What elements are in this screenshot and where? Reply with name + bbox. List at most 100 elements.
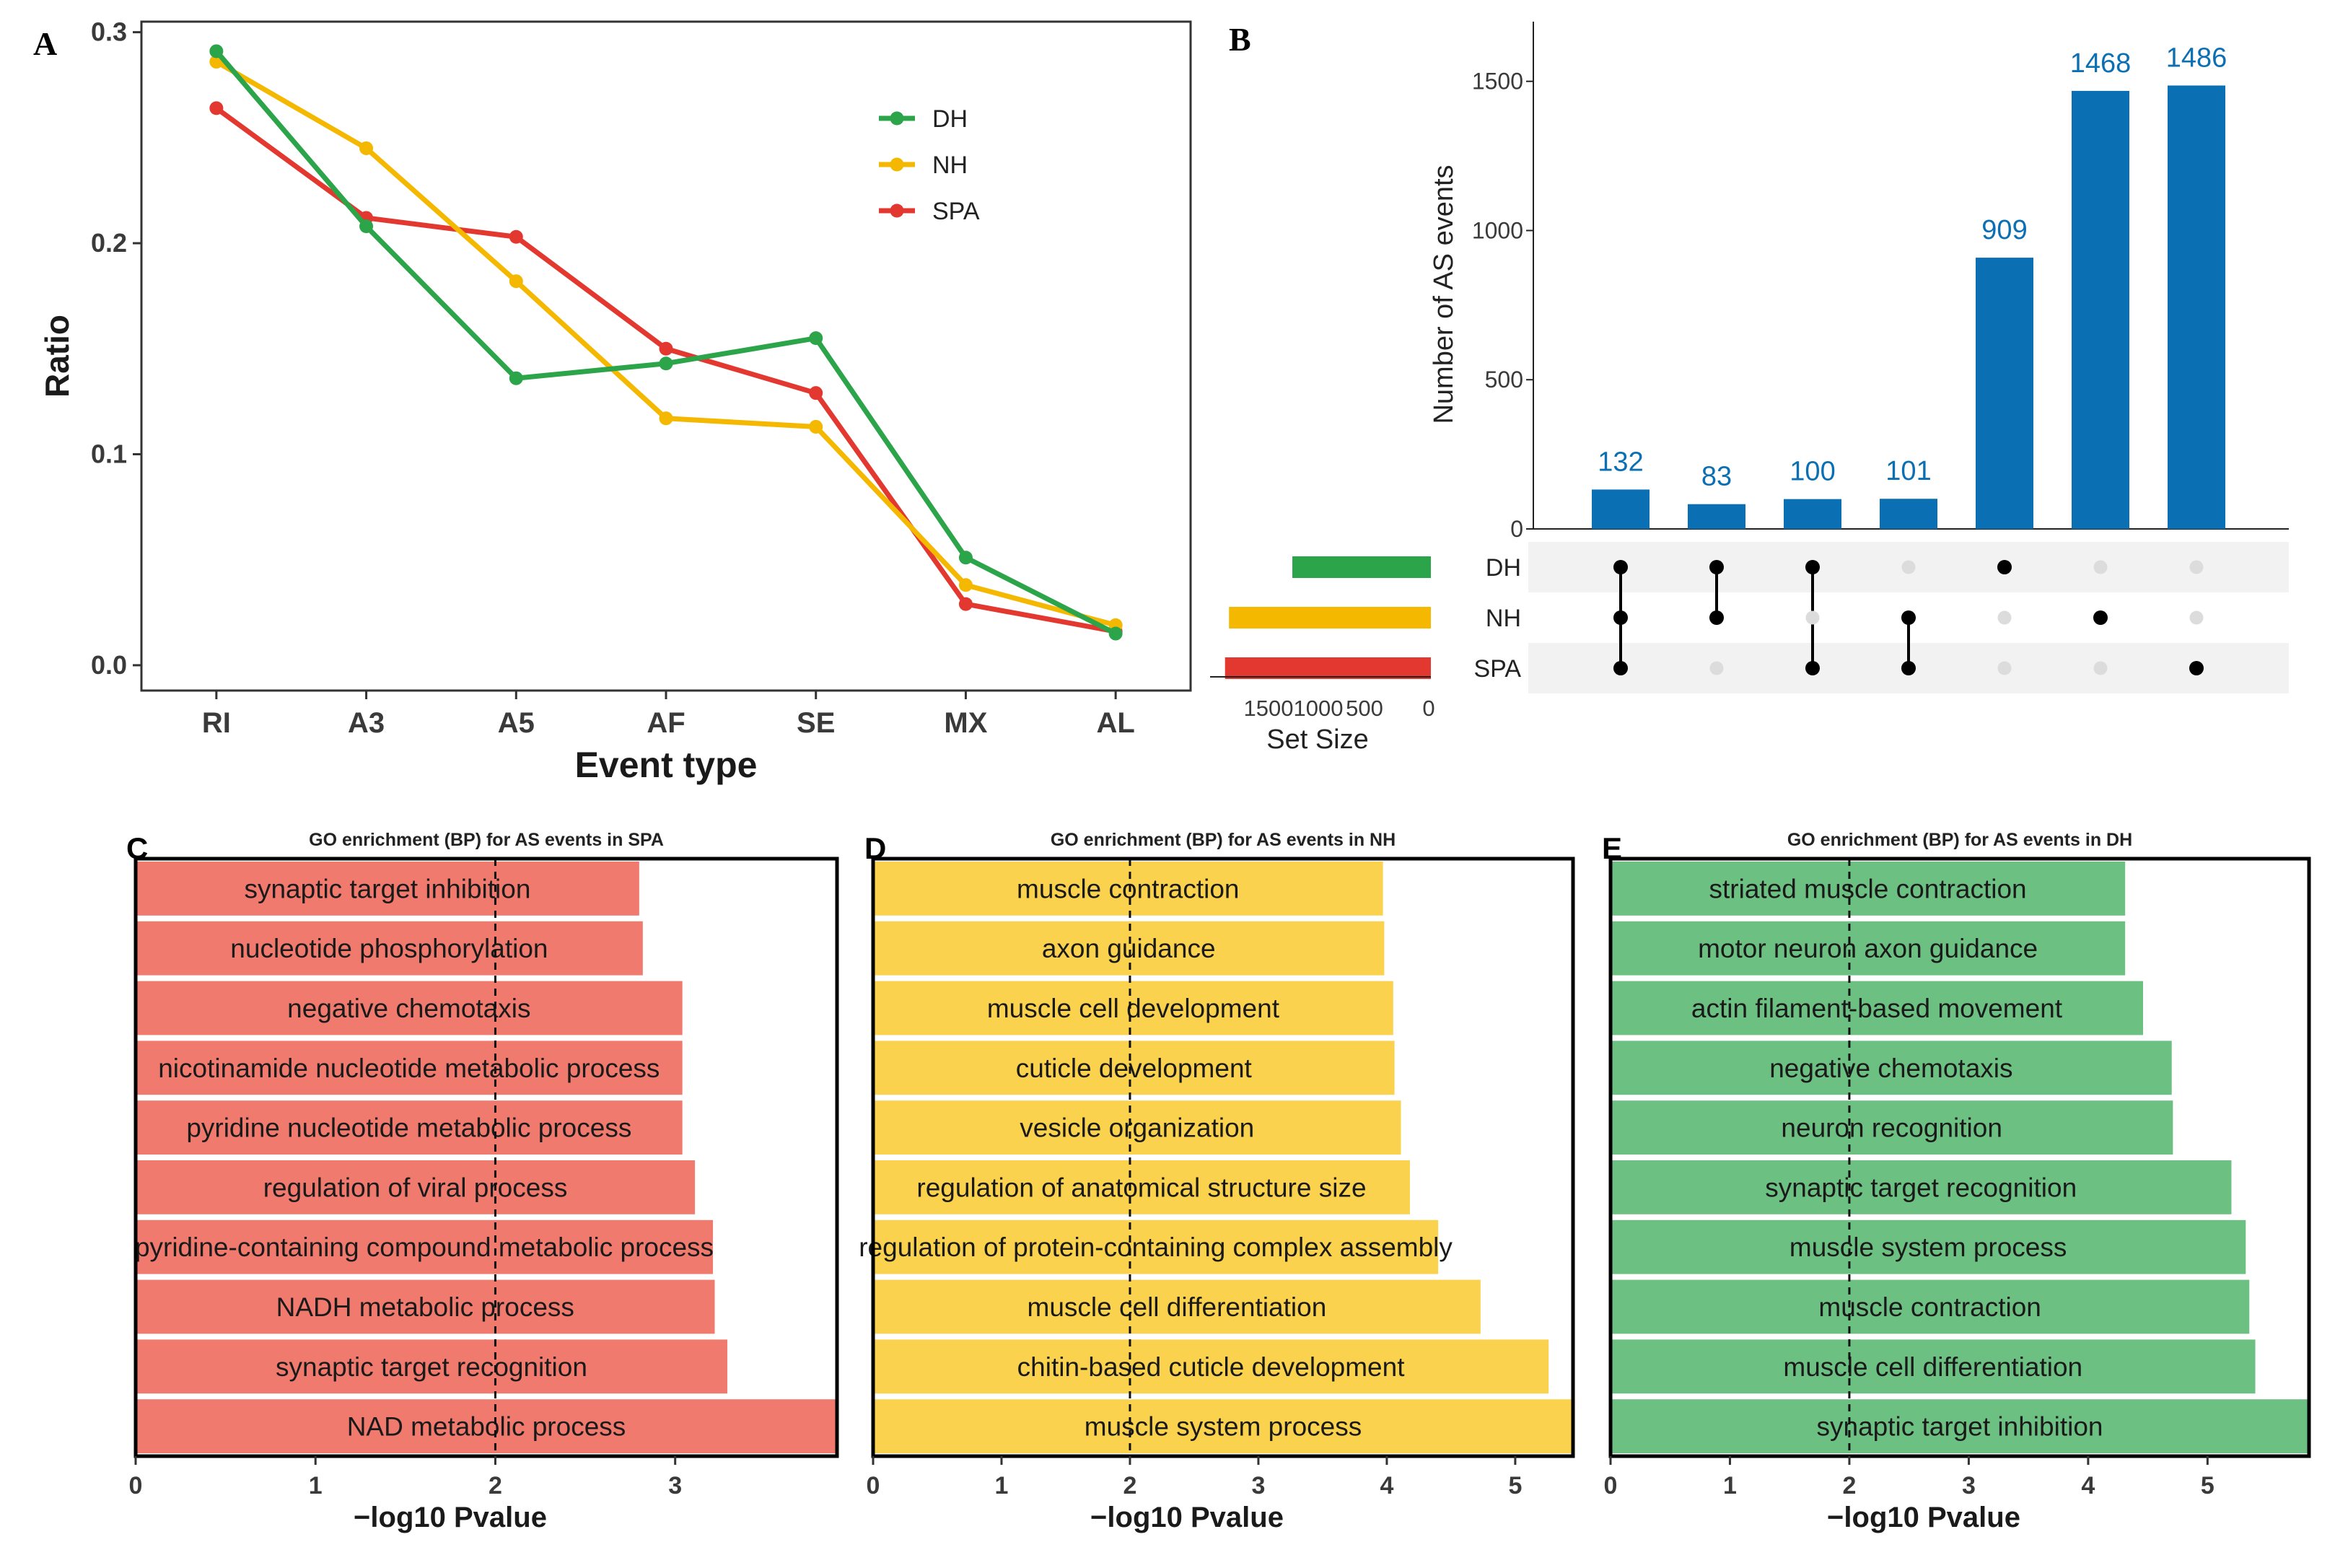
go-term-label: axon guidance	[1042, 934, 1216, 963]
go-term-bar	[873, 1279, 1481, 1334]
go-term-label: muscle system process	[1789, 1232, 2067, 1262]
x-axis-title: −log10 Pvalue	[1090, 1502, 1284, 1533]
x-tick-label: 2	[489, 1472, 502, 1499]
intersection-value-label: 132	[1598, 447, 1643, 477]
go-spa-panel: GO enrichment (BP) for AS events in SPA s…	[129, 830, 839, 1533]
data-point-spa	[659, 341, 673, 356]
panel-title: GO enrichment (BP) for AS events in SPA	[309, 830, 664, 850]
x-tick-label: 3	[1962, 1472, 1976, 1499]
go-term-label: muscle contraction	[1017, 874, 1239, 903]
go-term-label: synaptic target recognition	[276, 1352, 587, 1382]
y-tick-label: 500	[1485, 367, 1523, 393]
data-point-nh	[359, 141, 374, 155]
legend-marker-nh	[890, 157, 904, 172]
go-term-bar	[136, 862, 639, 916]
matrix-dot-filled	[1613, 610, 1628, 625]
go-term-label: NAD metabolic process	[347, 1412, 626, 1442]
x-axis-title: −log10 Pvalue	[1827, 1502, 2020, 1533]
matrix-dot-filled	[1709, 610, 1724, 625]
x-tick-label: 0	[129, 1472, 143, 1499]
plot-frame	[133, 857, 839, 1458]
go-term-label: nicotinamide nucleotide metabolic proces…	[158, 1054, 660, 1083]
matrix-dot-empty	[2093, 560, 2108, 574]
matrix-dot-filled	[2189, 661, 2204, 675]
set-size-tick-label: 1000	[1294, 696, 1344, 721]
set-size-bar-nh	[1229, 607, 1431, 628]
line-chart-panel: 0.0 0.1 0.2 0.3 RI A3 A5 AF SE MX AL Event type Rati…	[38, 17, 1192, 785]
plot-frame	[871, 857, 1575, 1458]
matrix-dot-empty	[1997, 610, 2012, 625]
panel-label-a: A	[33, 25, 57, 62]
x-tick-label: 1	[995, 1472, 1009, 1499]
x-tick-label: 1	[309, 1472, 323, 1499]
go-term-bar	[873, 1160, 1410, 1214]
go-term-bar	[873, 1100, 1401, 1155]
go-term-label: cuticle development	[1016, 1054, 1253, 1083]
matrix-dot-filled	[2093, 610, 2108, 625]
set-size-tick-label: 500	[1346, 696, 1383, 721]
intersection-bar	[1784, 499, 1841, 529]
matrix-dot-filled	[1805, 560, 1820, 574]
go-term-label: motor neuron axon guidance	[1698, 934, 2038, 963]
x-tick-label: AF	[647, 707, 685, 739]
data-point-nh	[809, 419, 823, 434]
intersection-bar	[1592, 489, 1650, 529]
intersection-value-label: 101	[1885, 456, 1931, 486]
set-size-bar-dh	[1292, 556, 1431, 578]
x-tick-label: 5	[2201, 1472, 2214, 1499]
legend-label: DH	[932, 105, 968, 133]
matrix-dot-filled	[1805, 661, 1820, 675]
set-name-label: NH	[1486, 605, 1521, 632]
panel-label-b: B	[1229, 21, 1251, 58]
x-tick-label: AL	[1096, 707, 1134, 739]
x-tick-label: A3	[348, 707, 385, 739]
legend-label: SPA	[932, 198, 980, 225]
matrix-dot-empty	[1709, 661, 1724, 675]
data-point-spa	[958, 597, 973, 611]
go-term-bar	[136, 1399, 837, 1453]
go-term-bar	[1611, 921, 2126, 976]
y-tick-label: 0.3	[91, 17, 127, 47]
data-point-dh	[809, 331, 823, 346]
set-size-title: Set Size	[1266, 724, 1369, 755]
go-term-bar	[873, 862, 1383, 916]
x-tick-label: 4	[2081, 1472, 2095, 1499]
set-size-bar-spa	[1225, 657, 1431, 679]
go-term-label: striated muscle contraction	[1709, 874, 2027, 903]
go-term-label: chitin-based cuticle development	[1017, 1352, 1406, 1382]
panel-title: GO enrichment (BP) for AS events in DH	[1787, 830, 2132, 850]
x-tick-label: SE	[797, 707, 835, 739]
data-point-dh	[958, 551, 973, 565]
go-term-bar	[1611, 1399, 2309, 1453]
plot-frame	[1608, 857, 2311, 1458]
data-point-nh	[958, 578, 973, 592]
go-term-label: nucleotide phosphorylation	[230, 934, 548, 963]
x-tick-label: 3	[668, 1472, 682, 1499]
x-tick-label: RI	[202, 707, 231, 739]
matrix-dot-empty	[1997, 661, 2012, 675]
go-term-bar	[873, 1219, 1439, 1274]
go-term-bar	[1611, 1339, 2256, 1394]
matrix-dot-empty	[2093, 661, 2108, 675]
go-term-bar	[1611, 1279, 2250, 1334]
go-term-bar	[136, 981, 683, 1035]
data-point-spa	[209, 101, 224, 115]
data-point-dh	[659, 356, 673, 371]
go-term-bar	[873, 1399, 1573, 1453]
x-tick-label: 1	[1723, 1472, 1737, 1499]
x-tick-label: 4	[1380, 1472, 1393, 1499]
set-size-tick-label: 1500	[1244, 696, 1294, 721]
legend-marker-spa	[890, 203, 904, 218]
x-tick-label: A5	[498, 707, 535, 739]
y-tick-label: 1000	[1472, 217, 1523, 243]
go-term-bar	[136, 1219, 714, 1274]
y-tick-label: 0.2	[91, 228, 127, 258]
go-term-label: regulation of viral process	[263, 1173, 568, 1202]
x-tick-label: 3	[1251, 1472, 1265, 1499]
matrix-dot-empty	[1805, 610, 1820, 625]
go-term-label: regulation of protein-containing complex…	[859, 1232, 1453, 1262]
intersection-value-label: 909	[1981, 215, 2027, 245]
x-axis-title: −log10 Pvalue	[354, 1502, 547, 1533]
go-term-label: negative chemotaxis	[287, 994, 530, 1023]
